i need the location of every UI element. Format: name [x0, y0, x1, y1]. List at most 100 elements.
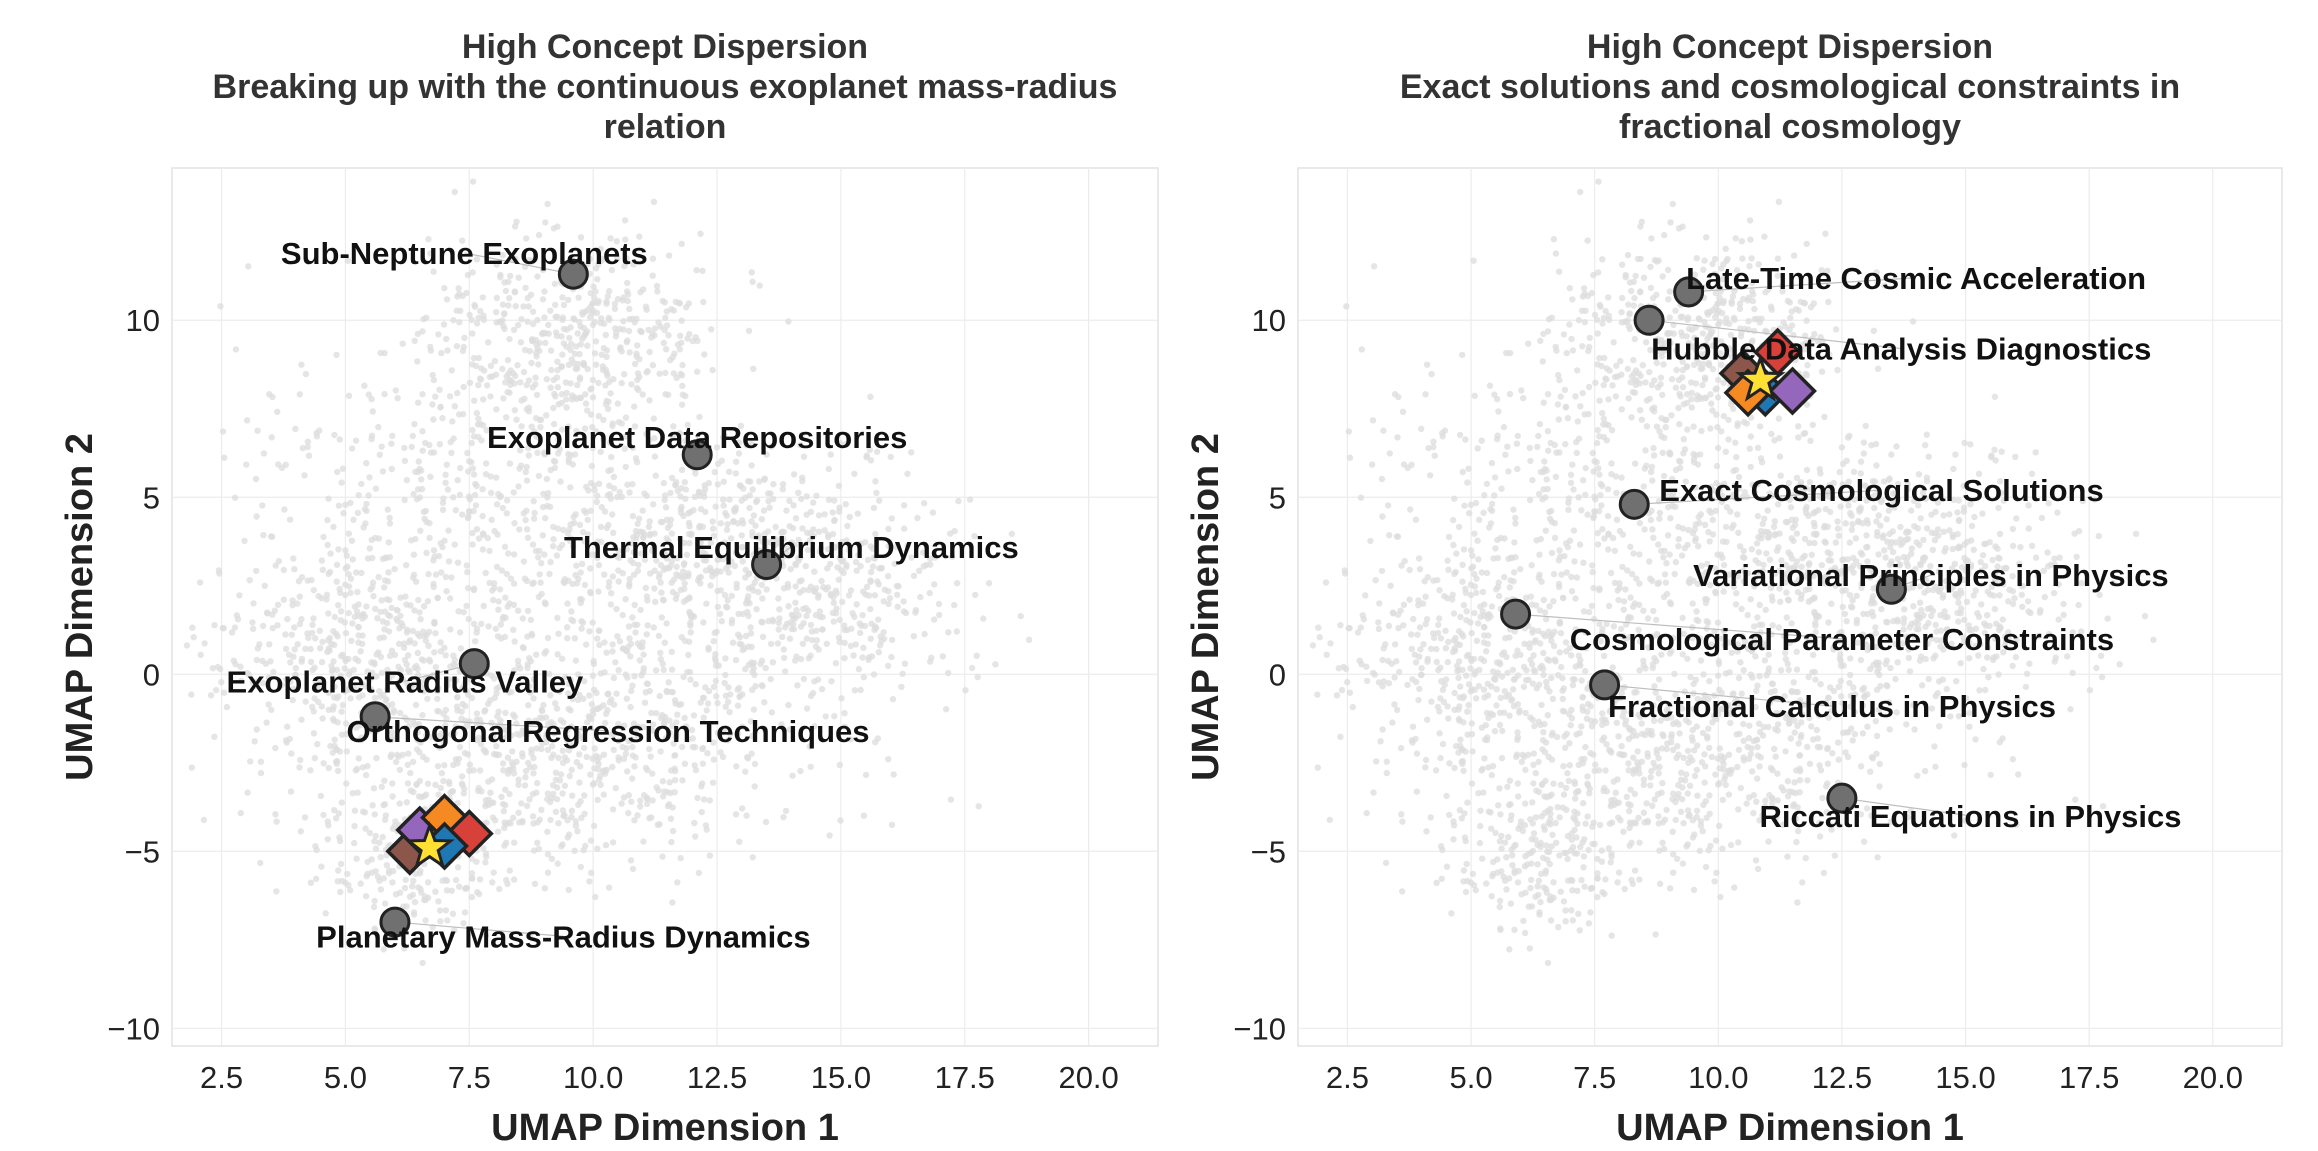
- background-point: [417, 494, 423, 500]
- background-point: [457, 629, 463, 635]
- background-point: [1670, 201, 1676, 207]
- background-point: [1577, 403, 1583, 409]
- background-point: [1473, 590, 1479, 596]
- background-point: [566, 456, 572, 462]
- background-point: [2076, 528, 2082, 534]
- background-point: [1723, 246, 1729, 252]
- background-point: [530, 820, 536, 826]
- background-point: [608, 590, 614, 596]
- background-point: [1735, 420, 1741, 426]
- background-point: [386, 597, 392, 603]
- background-point: [1762, 657, 1768, 663]
- background-point: [1667, 314, 1673, 320]
- background-point: [577, 376, 583, 382]
- background-point: [563, 404, 569, 410]
- background-point: [1747, 446, 1753, 452]
- background-point: [657, 748, 663, 754]
- background-point: [586, 628, 592, 634]
- background-point: [448, 450, 454, 456]
- background-point: [969, 665, 975, 671]
- background-point: [702, 684, 708, 690]
- background-point: [1540, 469, 1546, 475]
- background-point: [694, 795, 700, 801]
- background-point: [425, 571, 431, 577]
- background-point: [986, 580, 992, 586]
- background-point: [630, 513, 636, 519]
- background-point: [415, 469, 421, 475]
- background-point: [601, 321, 607, 327]
- background-point: [713, 678, 719, 684]
- background-point: [810, 499, 816, 505]
- background-point: [726, 469, 732, 475]
- background-point: [854, 568, 860, 574]
- background-point: [498, 621, 504, 627]
- background-point: [1555, 372, 1561, 378]
- background-point: [1661, 548, 1667, 554]
- background-point: [1590, 585, 1596, 591]
- background-point: [688, 615, 694, 621]
- background-point: [640, 669, 646, 675]
- background-point: [529, 631, 535, 637]
- background-point: [793, 515, 799, 521]
- background-point: [686, 300, 692, 306]
- background-point: [1991, 447, 1997, 453]
- background-point: [682, 580, 688, 586]
- background-point: [497, 586, 503, 592]
- background-point: [581, 811, 587, 817]
- background-point: [419, 656, 425, 662]
- background-point: [1680, 450, 1686, 456]
- background-point: [1699, 382, 1705, 388]
- background-point: [1725, 417, 1731, 423]
- background-point: [1536, 552, 1542, 558]
- background-point: [1847, 510, 1853, 516]
- background-point: [299, 656, 305, 662]
- background-point: [340, 510, 346, 516]
- background-point: [748, 462, 754, 468]
- background-point: [545, 490, 551, 496]
- background-point: [1469, 720, 1475, 726]
- background-point: [1969, 523, 1975, 529]
- background-point: [696, 870, 702, 876]
- background-point: [1481, 492, 1487, 498]
- background-point: [601, 791, 607, 797]
- background-point: [382, 900, 388, 906]
- background-point: [254, 726, 260, 732]
- background-point: [414, 781, 420, 787]
- background-point: [257, 860, 263, 866]
- background-point: [729, 617, 735, 623]
- background-point: [1649, 382, 1655, 388]
- background-point: [335, 867, 341, 873]
- background-point: [601, 669, 607, 675]
- background-point: [514, 362, 520, 368]
- background-point: [297, 757, 303, 763]
- background-point: [609, 648, 615, 654]
- background-point: [659, 519, 665, 525]
- background-point: [518, 800, 524, 806]
- background-point: [1810, 422, 1816, 428]
- background-point: [815, 594, 821, 600]
- background-point: [1481, 639, 1487, 645]
- background-point: [1836, 533, 1842, 539]
- background-point: [493, 406, 499, 412]
- background-point: [232, 495, 238, 501]
- background-point: [1849, 527, 1855, 533]
- background-point: [1680, 384, 1686, 390]
- background-point: [2026, 525, 2032, 531]
- background-point: [496, 886, 502, 892]
- background-point: [577, 763, 583, 769]
- background-point: [1698, 428, 1704, 434]
- background-point: [1632, 273, 1638, 279]
- background-point: [815, 676, 821, 682]
- background-point: [633, 351, 639, 357]
- background-point: [1676, 377, 1682, 383]
- background-point: [745, 613, 751, 619]
- background-point: [1888, 539, 1894, 545]
- background-point: [759, 516, 765, 522]
- background-point: [463, 885, 469, 891]
- background-point: [576, 751, 582, 757]
- background-point: [1647, 576, 1653, 582]
- background-point: [1565, 507, 1571, 513]
- background-point: [303, 371, 309, 377]
- background-point: [1598, 502, 1604, 508]
- background-point: [594, 635, 600, 641]
